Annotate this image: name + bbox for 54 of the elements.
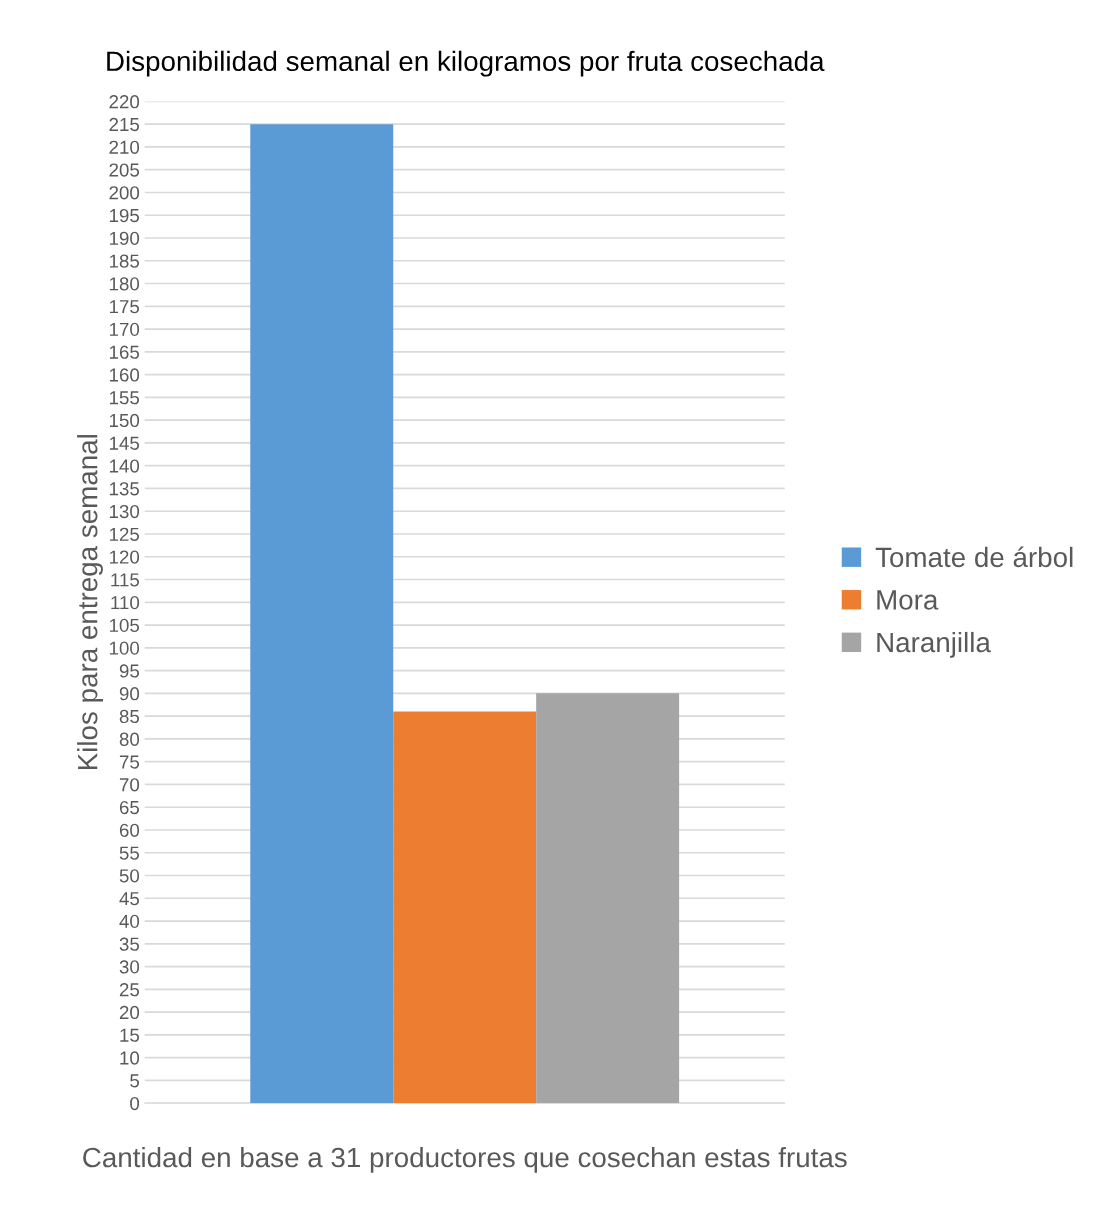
y-tick-label: 115 bbox=[111, 573, 140, 587]
y-tick-label: 170 bbox=[109, 322, 140, 337]
y-tick-label: 220 bbox=[109, 95, 140, 109]
chart-title: Disponibilidad semanal en kilogramos por fruta cosechada bbox=[107, 50, 825, 77]
y-tick-label: 160 bbox=[109, 368, 140, 382]
bar bbox=[250, 124, 394, 1104]
y-tick-label: 70 bbox=[119, 778, 140, 792]
y-tick-label: 145 bbox=[109, 436, 140, 450]
y-tick-label: 135 bbox=[109, 482, 140, 496]
y-tick-label: 105 bbox=[109, 618, 140, 633]
y-tick-label: 180 bbox=[109, 277, 140, 291]
x-axis-title: Cantidad en base a 31 productores que cosechan estas frutas bbox=[83, 1146, 847, 1173]
bar bbox=[393, 711, 537, 1104]
y-tick-label: 155 bbox=[109, 391, 140, 405]
y-tick-label: 50 bbox=[119, 869, 140, 883]
y-tick-label: 165 bbox=[109, 345, 140, 359]
y-tick-label: 5 bbox=[130, 1074, 140, 1088]
legend-label: Tomate de árbol bbox=[875, 546, 1073, 568]
y-tick-label: 125 bbox=[109, 527, 140, 541]
y-tick-label: 210 bbox=[109, 140, 140, 154]
y-tick-label: 200 bbox=[109, 186, 140, 200]
y-tick-label: 25 bbox=[119, 983, 140, 997]
y-tick-label: 120 bbox=[109, 550, 140, 564]
y-tick-label: 0 bbox=[130, 1096, 140, 1111]
y-tick-label: 35 bbox=[119, 937, 140, 951]
y-tick-label: 40 bbox=[119, 914, 140, 929]
bar bbox=[536, 693, 680, 1104]
y-tick-label: 215 bbox=[109, 117, 140, 132]
y-axis-title: Kilos para entrega semanal bbox=[77, 435, 103, 770]
y-tick-label: 175 bbox=[109, 300, 140, 314]
y-tick-label: 205 bbox=[109, 163, 140, 177]
y-tick-label: 90 bbox=[119, 687, 140, 701]
y-tick-label: 30 bbox=[119, 960, 140, 974]
legend-label: Mora bbox=[877, 590, 939, 610]
y-tick-label: 55 bbox=[119, 846, 140, 860]
y-tick-label: 150 bbox=[109, 413, 140, 428]
legend-label: Naranjilla bbox=[877, 631, 991, 658]
y-tick-label: 130 bbox=[109, 504, 140, 519]
y-tick-label: 45 bbox=[119, 892, 140, 906]
y-tick-label: 75 bbox=[119, 755, 140, 769]
y-tick-label: 100 bbox=[109, 641, 140, 655]
y-tick-label: 65 bbox=[119, 800, 140, 815]
y-tick-label: 185 bbox=[109, 254, 140, 268]
y-tick-label: 95 bbox=[119, 664, 140, 678]
y-tick-label: 20 bbox=[119, 1005, 140, 1020]
y-tick-label: 10 bbox=[120, 1051, 140, 1065]
y-tick-label: 80 bbox=[119, 732, 140, 746]
y-tick-label: 60 bbox=[119, 823, 140, 837]
y-tick-label: 195 bbox=[109, 208, 140, 223]
y-tick-label: 110 bbox=[111, 595, 140, 610]
y-tick-label: 140 bbox=[109, 459, 140, 473]
y-tick-label: 190 bbox=[109, 231, 140, 245]
y-tick-label: 15 bbox=[120, 1028, 140, 1042]
y-tick-label: 85 bbox=[119, 709, 140, 724]
